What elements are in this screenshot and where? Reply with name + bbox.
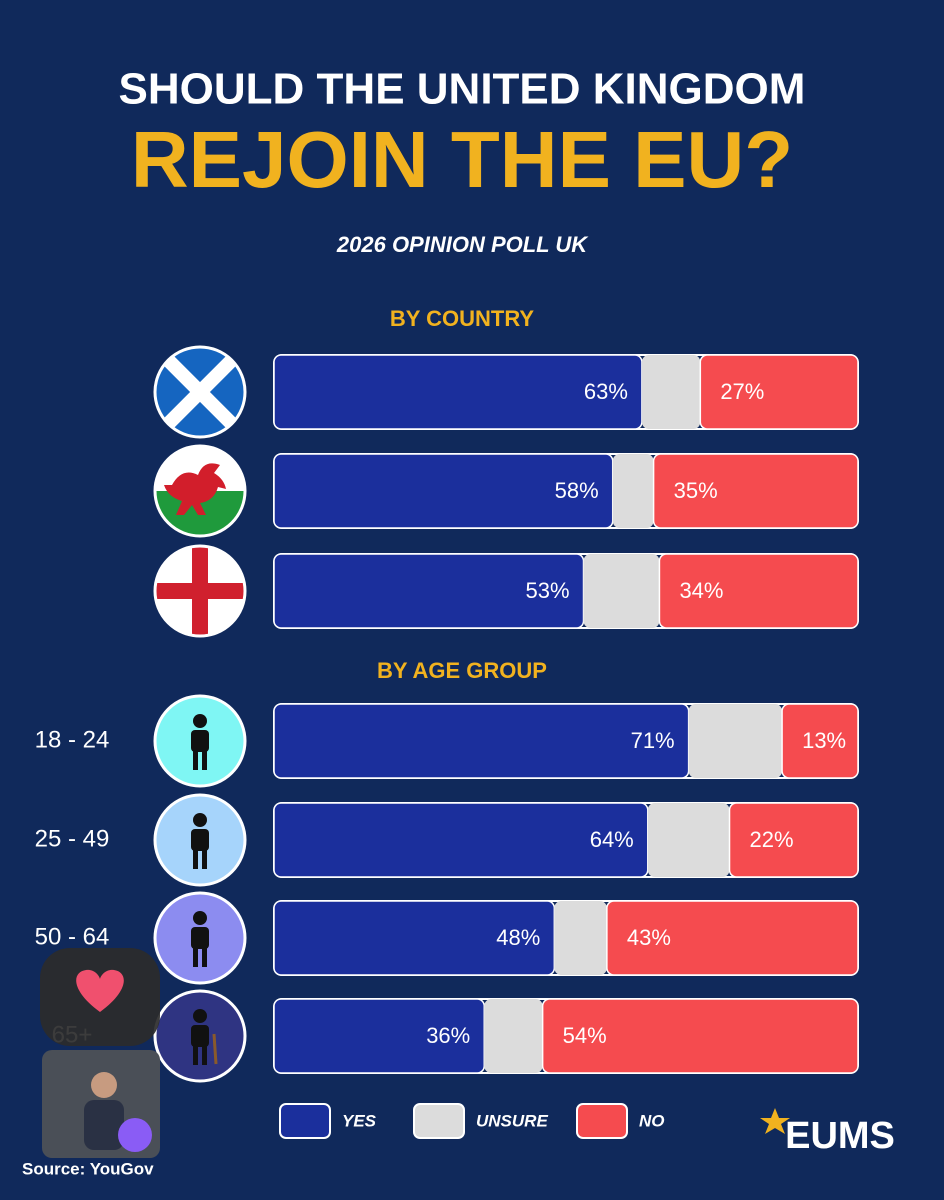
bar-segment [728,802,859,878]
bar-segment [688,704,783,778]
legend-swatch [576,1103,628,1139]
row-icon [153,694,247,788]
value-label: 48% [496,925,540,950]
value-label: 71% [631,728,675,753]
person-cane [212,1033,218,1065]
flag-saltire [155,347,245,437]
bar-segment [484,999,543,1073]
person-head [193,714,207,728]
row-icon [153,444,247,538]
person-leg [193,947,198,967]
row-icon [153,989,247,1083]
person-head [193,911,207,925]
bar-segment [641,355,701,429]
row-icon [153,345,247,439]
icon-ring [153,793,247,887]
row-icon [153,544,247,638]
person-leg [193,750,198,770]
overlay-heart [76,969,124,1012]
bar-segment [647,803,730,877]
legend-label: YES [342,1111,377,1130]
person-leg [202,1045,207,1065]
person-body [191,829,209,851]
group-label: BY COUNTRY [390,306,535,331]
person-body [191,730,209,752]
value-label: 34% [679,578,723,603]
overlay [40,948,160,1158]
logo: EUMS [760,1108,895,1157]
value-label: 13% [802,728,846,753]
bar-segment [583,554,660,628]
bar-segment [612,454,654,528]
value-label: 58% [555,478,599,503]
person-body [191,1025,209,1047]
source: Source: YouGov [22,1159,154,1178]
legend-swatch [413,1103,465,1139]
value-label: 43% [627,925,671,950]
person-head [193,1009,207,1023]
value-label: 64% [590,827,634,852]
category-label: 18 - 24 [35,726,110,753]
legend-swatch [279,1103,331,1139]
icon-inner [155,546,245,636]
person-body [191,927,209,949]
flag-dragon [164,463,226,515]
icon-ring [153,444,247,538]
icon-inner [155,893,245,983]
bar-segment [554,901,607,975]
value-label: 63% [584,379,628,404]
row-icon [153,891,247,985]
subtitle: 2026 OPINION POLL UK [336,232,589,257]
icon-inner [155,795,245,885]
legend-label: UNSURE [476,1111,548,1130]
person-leg [193,849,198,869]
bar-segment [699,354,859,430]
value-label: 27% [720,379,764,404]
icon-ring [153,345,247,439]
logo-text: EUMS [785,1115,895,1157]
icon-inner [155,991,245,1081]
logo-star [760,1108,790,1134]
bar-segment [541,998,859,1074]
bar-segment [652,453,859,529]
value-label: 22% [750,827,794,852]
icon-ring [153,891,247,985]
value-label: 35% [674,478,718,503]
bar-segment [273,703,690,779]
value-label: 54% [563,1023,607,1048]
person-leg [202,947,207,967]
icon-ring [153,544,247,638]
icon-ring [153,989,247,1083]
person-head [193,813,207,827]
bar-segment [781,703,859,779]
overlay-badge [118,1118,152,1152]
bar-segment [606,900,859,976]
icon-inner [155,696,245,786]
title: SHOULD THE UNITED KINGDOM [119,65,806,114]
bar-segment [658,553,859,629]
group-label: BY AGE GROUP [377,658,547,683]
icon-ring [153,694,247,788]
title-highlight: REJOIN THE EU? [131,115,793,204]
person-leg [202,849,207,869]
category-label: 50 - 64 [35,923,110,950]
person-leg [193,1045,198,1065]
icon-inner [155,347,245,437]
flag-cross [155,583,245,599]
category-label: 25 - 49 [35,825,110,852]
legend-label: NO [639,1111,665,1130]
value-label: 36% [426,1023,470,1048]
avatar-body [84,1100,124,1150]
avatar-head [91,1072,117,1098]
row-icon [153,793,247,887]
value-label: 53% [525,578,569,603]
person-leg [202,750,207,770]
